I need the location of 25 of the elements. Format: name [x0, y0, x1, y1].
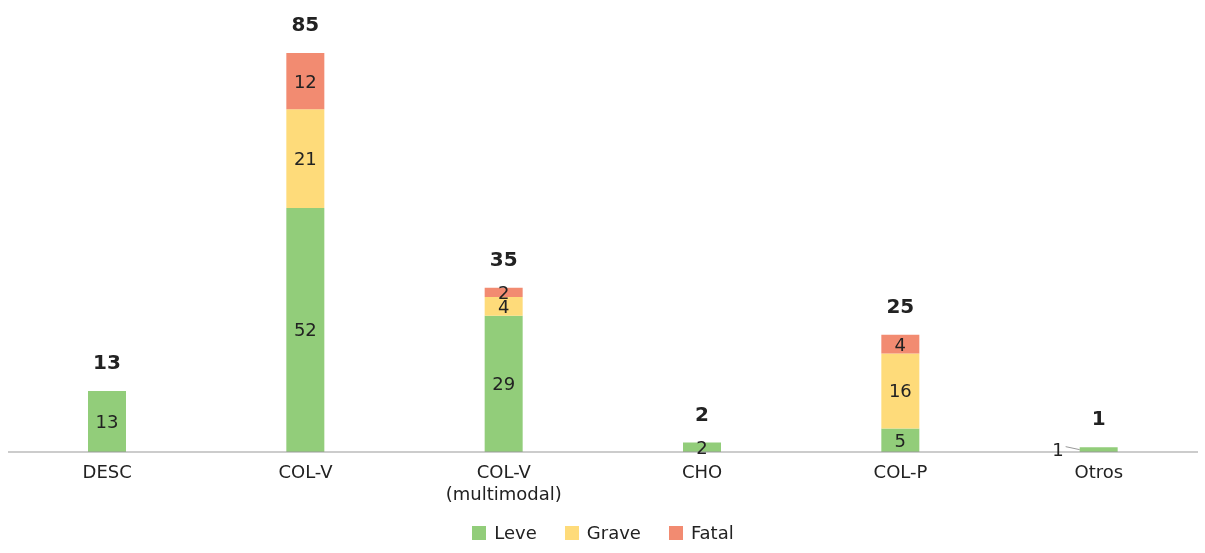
data-label: 52 — [293, 319, 317, 341]
legend-label: Grave — [585, 522, 641, 543]
x-tick-label: Otros — [1074, 461, 1124, 482]
x-tick-label: DESC — [82, 461, 132, 482]
total-label: 35 — [489, 246, 518, 271]
x-tick-label: CHO — [682, 461, 723, 482]
legend-label: Fatal — [689, 522, 734, 543]
data-label: 4 — [894, 333, 907, 355]
data-label: 5 — [894, 429, 907, 451]
data-label: 16 — [888, 380, 912, 402]
total-label: 13 — [93, 349, 121, 374]
data-label: 1 — [1052, 439, 1064, 461]
total-label: 85 — [291, 12, 320, 36]
data-label: 29 — [492, 373, 516, 395]
x-tick-label: COL-P — [873, 461, 928, 482]
data-label: 21 — [293, 148, 317, 170]
data-label: 2 — [696, 436, 708, 458]
x-tick-label: COL-V — [278, 461, 334, 482]
total-label: 2 — [695, 401, 709, 426]
data-label: 13 — [95, 410, 119, 432]
total-label: 1 — [1091, 406, 1106, 431]
total-label: 25 — [886, 293, 915, 318]
x-tick-label: COL-V (multimodal) — [445, 461, 562, 504]
legend-label: Leve — [493, 522, 537, 543]
data-label: 12 — [293, 70, 317, 92]
